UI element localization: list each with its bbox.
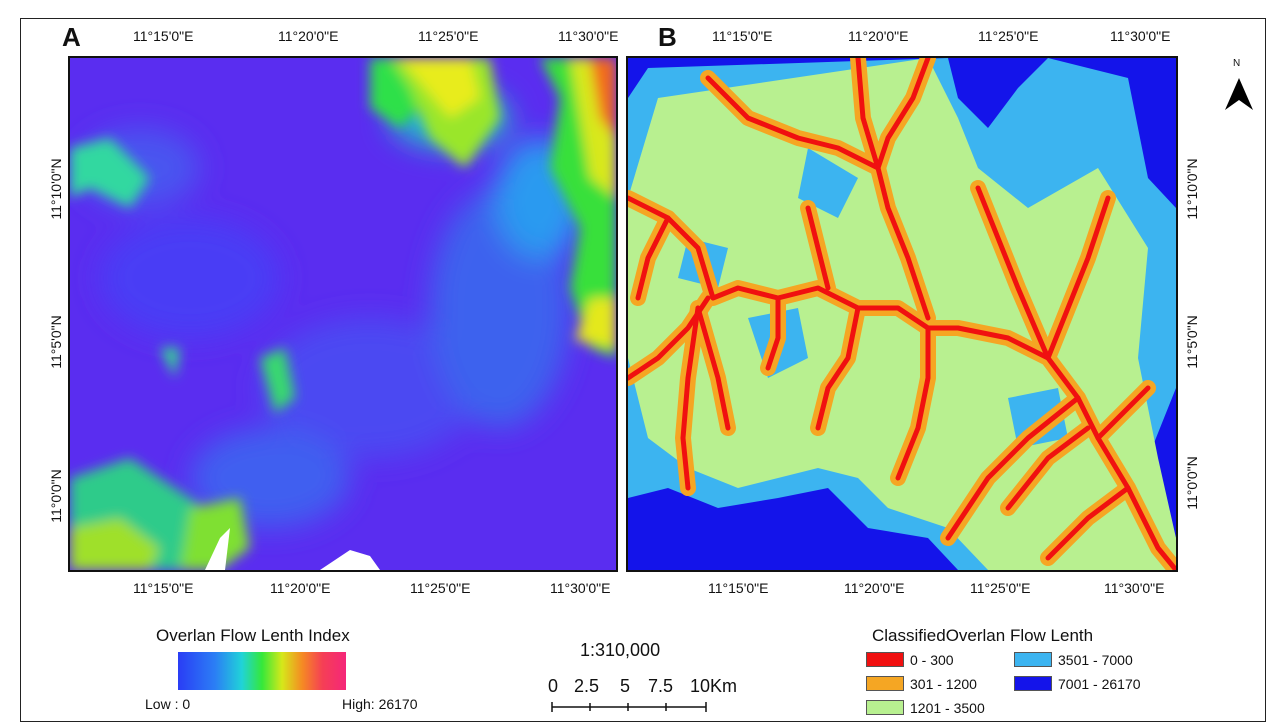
legend-swatch-class-3 xyxy=(866,700,904,715)
panel-a-bottom-tick: 11°20'0"E xyxy=(270,580,331,596)
legend-a-high-label: High: 26170 xyxy=(342,696,418,712)
raster-b-graphic xyxy=(628,58,1176,570)
legend-a-low-label: Low : 0 xyxy=(145,696,191,712)
legend-class-label: 0 - 300 xyxy=(910,652,954,668)
classified-overland-flow-map xyxy=(626,56,1178,572)
panel-b-bottom-tick: 11°30'0"E xyxy=(1104,580,1165,596)
panel-a-top-tick: 11°25'0"E xyxy=(418,28,479,44)
scale-bar xyxy=(551,702,707,712)
scale-label: 5 xyxy=(620,676,631,696)
panel-a-bottom-tick: 11°15'0"E xyxy=(133,580,194,596)
panel-a-left-tick: 11°10'0"N xyxy=(48,158,64,220)
index-color-ramp xyxy=(178,652,346,690)
panel-b-top-tick: 11°25'0"E xyxy=(978,28,1039,44)
legend-class-label: 3501 - 7000 xyxy=(1058,652,1133,668)
panel-b-bottom-tick: 11°25'0"E xyxy=(970,580,1031,596)
panel-a-top-tick: 11°30'0"E xyxy=(558,28,619,44)
panel-b-bottom-tick: 11°15'0"E xyxy=(708,580,769,596)
scale-ratio: 1:310,000 xyxy=(580,640,661,660)
legend-class-label: 301 - 1200 xyxy=(910,676,977,692)
panel-a-top-tick: 11°20'0"E xyxy=(278,28,339,44)
panel-a-left-tick: 11°5'0"N xyxy=(48,315,64,369)
panel-b-top-tick: 11°15'0"E xyxy=(712,28,773,44)
legend-swatch-class-1 xyxy=(866,652,904,667)
north-arrow-icon xyxy=(1225,78,1253,110)
panel-b-top-tick: 11°30'0"E xyxy=(1110,28,1171,44)
legend-swatch-class-4 xyxy=(1014,652,1052,667)
legend-class-label: 1201 - 3500 xyxy=(910,700,985,716)
legend-class-label: 7001 - 26170 xyxy=(1058,676,1141,692)
legend-b-title: ClassifiedOverlan Flow Lenth xyxy=(872,626,1094,645)
overland-flow-index-raster-map xyxy=(68,56,618,572)
panel-a-left-tick: 11°0'0"N xyxy=(48,469,64,523)
raster-a-graphic xyxy=(70,58,616,570)
panel-b-right-tick: 11°5'0"N xyxy=(1184,315,1200,369)
legend-swatch-class-5 xyxy=(1014,676,1052,691)
north-label: N xyxy=(1233,58,1241,69)
legend-a-title: Overlan Flow Lenth Index xyxy=(156,626,350,645)
panel-b-right-tick: 11°10'0"N xyxy=(1184,158,1200,220)
legend-swatch-class-2 xyxy=(866,676,904,691)
panel-b-bottom-tick: 11°20'0"E xyxy=(844,580,905,596)
scale-label: 2.5 xyxy=(574,676,600,696)
panel-a-letter: A xyxy=(62,22,81,52)
scale-label: 0 xyxy=(548,676,559,696)
panel-a-bottom-tick: 11°30'0"E xyxy=(550,580,611,596)
scale-label: 10Km xyxy=(690,676,738,696)
panel-b-letter: B xyxy=(658,22,677,52)
panel-b-right-tick: 11°0'0"N xyxy=(1184,456,1200,510)
panel-a-bottom-tick: 11°25'0"E xyxy=(410,580,471,596)
map-frame xyxy=(20,18,1266,722)
scale-label: 7.5 xyxy=(648,676,674,696)
panel-b-top-tick: 11°20'0"E xyxy=(848,28,909,44)
panel-a-top-tick: 11°15'0"E xyxy=(133,28,194,44)
